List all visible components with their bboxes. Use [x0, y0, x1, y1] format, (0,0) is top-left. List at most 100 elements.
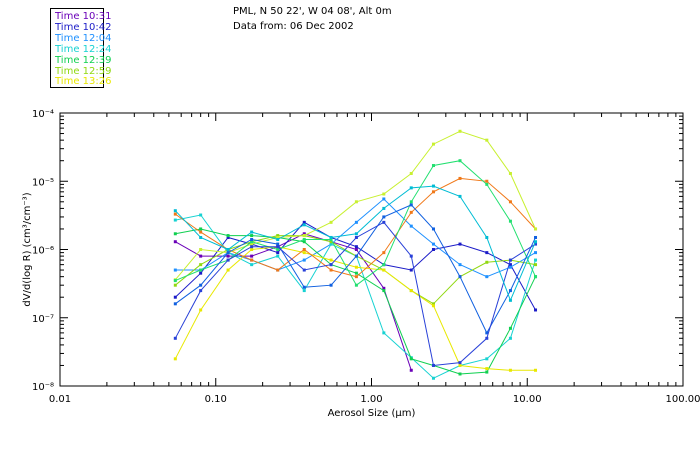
legend-entry: Time 13:26 — [55, 76, 112, 88]
data-point — [409, 186, 413, 190]
data-point — [354, 235, 358, 239]
data-point — [458, 361, 462, 365]
data-point — [199, 230, 203, 234]
data-point — [534, 242, 538, 246]
data-point — [276, 268, 280, 272]
data-point — [431, 242, 435, 246]
data-point — [276, 254, 280, 258]
data-point — [382, 251, 386, 255]
data-point — [250, 258, 254, 262]
data-point — [276, 251, 280, 255]
data-point — [250, 230, 254, 234]
data-point — [485, 179, 489, 183]
y-tick-label: 10⁻⁵ — [32, 177, 54, 188]
data-date: Data from: 06 Dec 2002 — [233, 21, 354, 32]
data-point — [199, 263, 203, 267]
data-point — [173, 232, 177, 236]
data-point — [199, 248, 203, 251]
data-point — [458, 372, 462, 376]
legend: Time 10:31 Time 10:42 Time 12:04 Time 12:24… — [50, 8, 111, 88]
data-point — [485, 336, 489, 340]
data-point — [534, 235, 538, 239]
series-13 — [173, 184, 538, 302]
series-line — [175, 177, 536, 278]
data-point — [250, 240, 254, 244]
data-point — [508, 263, 512, 267]
data-point — [431, 376, 435, 380]
data-point — [409, 254, 413, 258]
data-point — [250, 254, 254, 258]
data-point — [485, 251, 489, 255]
data-point — [173, 283, 177, 287]
data-point — [382, 192, 386, 196]
plot-frame — [59, 112, 684, 387]
data-point — [276, 238, 280, 242]
data-point — [431, 190, 435, 194]
data-point — [508, 200, 512, 204]
data-point — [534, 240, 538, 244]
data-point — [354, 283, 358, 287]
data-point — [409, 368, 413, 372]
data-point — [458, 363, 462, 367]
data-point — [250, 245, 254, 249]
data-point — [382, 220, 386, 224]
data-point — [302, 232, 306, 236]
series-11 — [173, 203, 538, 335]
x-tick-label: 0.01 — [49, 394, 71, 405]
data-point — [485, 138, 489, 142]
data-point — [173, 268, 177, 272]
data-point — [354, 275, 358, 279]
series-line — [175, 214, 536, 379]
data-point — [458, 194, 462, 198]
data-point — [226, 254, 230, 258]
data-point — [302, 258, 306, 262]
data-point — [354, 245, 358, 249]
data-point — [354, 265, 358, 269]
data-point — [485, 331, 489, 335]
x-tick-label: 1.00 — [360, 394, 382, 405]
data-point — [409, 210, 413, 214]
data-point — [302, 220, 306, 224]
legend-entry: Time 12:24 — [55, 43, 112, 55]
data-point — [329, 240, 333, 244]
data-point — [329, 238, 333, 242]
series-10 — [173, 159, 538, 287]
data-point — [276, 234, 280, 238]
data-point — [534, 251, 538, 255]
data-point — [382, 268, 386, 272]
data-point — [173, 295, 177, 299]
data-point — [199, 289, 203, 293]
y-tick-label: 10⁻⁶ — [32, 246, 54, 257]
data-point — [302, 289, 306, 293]
data-point — [199, 283, 203, 287]
data-point — [485, 182, 489, 186]
data-point — [458, 159, 462, 163]
series-12 — [173, 220, 538, 367]
data-point — [382, 263, 386, 267]
data-point — [276, 248, 280, 251]
data-point — [534, 368, 538, 372]
data-point — [409, 357, 413, 361]
data-point — [199, 235, 203, 239]
data-point — [431, 248, 435, 251]
x-axis-label: Aerosol Size (μm) — [328, 408, 416, 419]
data-point — [250, 263, 254, 267]
data-point — [534, 275, 538, 279]
station-info: PML, N 50 22', W 04 08', Alt 0m — [233, 6, 392, 17]
data-point — [409, 171, 413, 175]
data-point — [199, 268, 203, 272]
data-point — [458, 176, 462, 180]
data-point — [508, 298, 512, 302]
data-point — [354, 271, 358, 275]
data-point — [431, 304, 435, 308]
y-tick-label: 10⁻⁸ — [32, 382, 54, 393]
data-point — [354, 254, 358, 258]
data-point — [226, 248, 230, 251]
data-point — [458, 275, 462, 279]
data-point — [199, 308, 203, 312]
data-point — [302, 248, 306, 251]
data-point — [485, 357, 489, 361]
axes: 0.01 0.10 1.00 10.00 100.00 10⁻⁸ 10⁻⁷ 10⁻⁶ 10⁻⁵ 1… — [22, 109, 700, 419]
data-point — [302, 238, 306, 242]
data-point — [508, 265, 512, 269]
